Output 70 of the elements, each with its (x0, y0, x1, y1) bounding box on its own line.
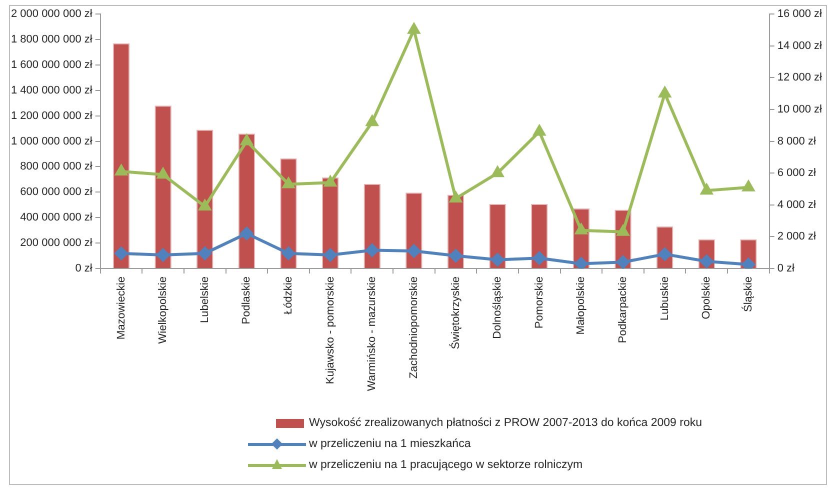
y-tick-label: 1 600 000 000 zł (10, 58, 93, 71)
point (282, 178, 294, 188)
y-tick-label: 400 000 000 zł (20, 212, 93, 224)
y-tick-label: 2 000 000 000 zł (10, 8, 93, 20)
point (240, 134, 253, 146)
x-tick-label: Kujawsko - pomorskie (324, 276, 336, 384)
point (491, 253, 504, 266)
x-tick-label: Łódzkie (282, 276, 295, 314)
point (199, 200, 211, 210)
y2-tick-label: 10 000 zł (777, 103, 823, 116)
point (324, 248, 337, 262)
y2-tick-label: 16 000 zł (777, 8, 823, 20)
point (616, 256, 630, 269)
point (574, 257, 588, 269)
y-tick-label: 200 000 000 zł (20, 237, 93, 250)
x-tick-label: Warmińsko - mazurskie (366, 276, 378, 392)
y2-tick-label: 0 zł (777, 262, 796, 275)
x-tick-label: Lubuskie (658, 276, 671, 321)
y-tick-label: 1 800 000 000 zł (10, 33, 93, 46)
legend-label: Wysokość zrealizowanych płatności z PROW 2007-2013 do końca 2009 roku (309, 416, 702, 428)
point (532, 252, 546, 265)
y2-tick-label: 4 000 zł (777, 198, 816, 211)
x-tick-label: Wielkopolskie (157, 276, 170, 344)
point (742, 258, 755, 269)
point (658, 87, 671, 98)
point (408, 23, 420, 34)
x-tick-label: Pomorskie (533, 276, 546, 328)
x-tick-label: Małopolskie (575, 276, 588, 335)
point (240, 227, 254, 240)
point (324, 176, 336, 187)
x-tick-label: Opolskie (700, 276, 713, 320)
legend-label: w przeliczeniu na 1 mieszkańca (309, 438, 471, 450)
x-tick-label: Lubelskie (198, 276, 211, 323)
point (449, 249, 462, 262)
point (450, 192, 462, 203)
point (700, 184, 712, 195)
point (742, 180, 754, 192)
point (407, 244, 420, 258)
y2-tick-label: 2 000 zł (777, 230, 816, 243)
point (492, 166, 504, 178)
point (198, 246, 212, 260)
y2-tick-label: 8 000 zł (777, 135, 816, 148)
point (366, 244, 379, 257)
y-tick-label: 1 400 000 000 zł (10, 84, 93, 96)
x-tick-label: Podkarpackie (617, 276, 630, 344)
point (157, 168, 169, 179)
x-tick-label: Zachodniopomorskie (408, 276, 420, 379)
point (114, 246, 128, 260)
x-tick-label: Mazowieckie (115, 276, 128, 340)
y2-tick-label: 6 000 zł (777, 167, 816, 180)
y-tick-label: 0 zł (75, 262, 93, 275)
point (575, 224, 588, 234)
point (282, 246, 296, 260)
y-tick-label: 1 200 000 000 zł (10, 110, 93, 122)
y-tick-label: 800 000 000 zł (20, 160, 93, 173)
point (700, 254, 714, 268)
point (366, 116, 378, 126)
y2-tick-label: 12 000 zł (777, 72, 823, 84)
y-tick-label: 600 000 000 zł (20, 186, 93, 198)
x-tick-label: Podlaskie (240, 276, 253, 324)
point (617, 225, 629, 236)
y2-tick-label: 14 000 zł (777, 40, 823, 52)
x-tick-label: Dolnośląskie (492, 276, 504, 339)
point (534, 125, 546, 136)
x-tick-label: Świętokrzyskie (448, 276, 462, 350)
legend-label: w przeliczeniu na 1 pracującego w sektorze rolniczym (309, 458, 583, 470)
x-tick-label: Śląskie (741, 276, 754, 312)
y-tick-label: 1 000 000 000 zł (10, 135, 93, 148)
point (115, 164, 128, 176)
point (156, 248, 170, 262)
